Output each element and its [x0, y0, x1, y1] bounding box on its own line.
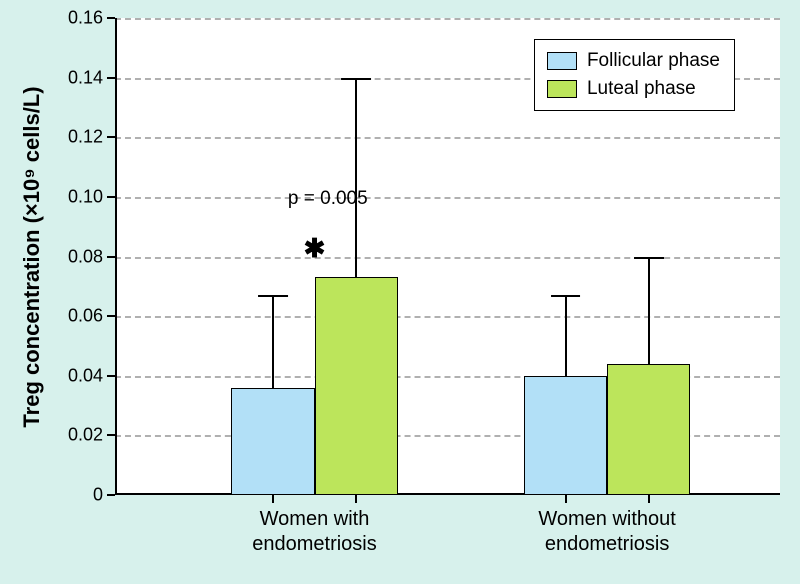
y-tick: [107, 256, 115, 258]
y-tick: [107, 196, 115, 198]
gridline: [115, 316, 780, 318]
error-bar: [272, 295, 274, 387]
error-bar-cap: [341, 78, 371, 80]
significance-star: ✱: [304, 233, 326, 264]
y-tick: [107, 77, 115, 79]
error-bar: [565, 295, 567, 375]
gridline: [115, 257, 780, 259]
y-tick-label: 0.12: [68, 127, 103, 148]
error-bar-cap: [258, 295, 288, 297]
x-category-label: Women withoutendometriosis: [538, 507, 675, 557]
legend-item: Follicular phase: [547, 50, 720, 72]
y-tick: [107, 434, 115, 436]
gridline: [115, 18, 780, 20]
bar: [524, 376, 607, 495]
y-tick: [107, 375, 115, 377]
x-tick: [355, 495, 357, 503]
x-tick: [648, 495, 650, 503]
y-tick-label: 0.10: [68, 186, 103, 207]
x-category-label: Women withendometriosis: [252, 507, 377, 557]
y-tick-label: 0.04: [68, 365, 103, 386]
p-value-annotation: p = 0.005: [288, 188, 368, 210]
gridline: [115, 197, 780, 199]
y-tick: [107, 136, 115, 138]
y-axis-line: [115, 18, 117, 495]
legend-item: Luteal phase: [547, 78, 720, 100]
x-tick: [272, 495, 274, 503]
y-tick-label: 0.06: [68, 306, 103, 327]
y-tick-label: 0: [93, 485, 103, 506]
y-tick-label: 0.08: [68, 246, 103, 267]
y-tick: [107, 494, 115, 496]
legend-swatch: [547, 80, 577, 98]
y-axis-title: Treg concentration (×10⁹ cells/L): [19, 86, 45, 427]
gridline: [115, 137, 780, 139]
bar: [607, 364, 690, 495]
error-bar-cap: [634, 257, 664, 259]
bar: [231, 388, 314, 495]
error-bar-cap: [551, 295, 581, 297]
y-tick: [107, 17, 115, 19]
legend-label: Luteal phase: [587, 78, 696, 100]
legend: Follicular phase Luteal phase: [534, 39, 735, 111]
y-tick-label: 0.16: [68, 8, 103, 29]
error-bar: [355, 78, 357, 278]
error-bar: [648, 257, 650, 364]
bar: [315, 277, 398, 495]
y-tick: [107, 315, 115, 317]
y-tick-label: 0.02: [68, 425, 103, 446]
y-tick-label: 0.14: [68, 67, 103, 88]
x-tick: [565, 495, 567, 503]
legend-swatch: [547, 52, 577, 70]
legend-label: Follicular phase: [587, 50, 720, 72]
